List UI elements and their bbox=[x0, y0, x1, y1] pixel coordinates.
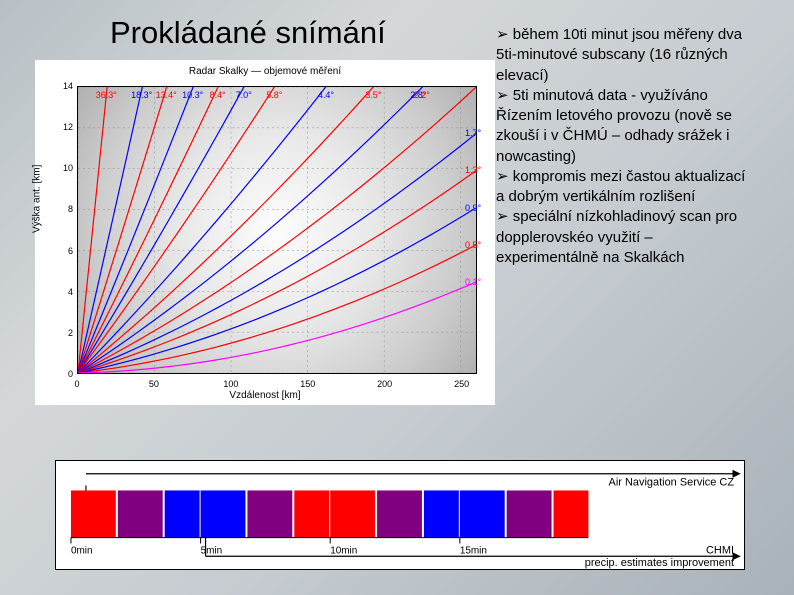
timeline-tick-label: 5min bbox=[201, 545, 223, 556]
timeline-top-label: Air Navigation Service CZ bbox=[609, 477, 735, 489]
timeline-bar bbox=[247, 490, 292, 537]
chart-ytick: 12 bbox=[59, 122, 73, 132]
chart-ytick: 0 bbox=[59, 369, 73, 379]
chart-plot-area bbox=[77, 86, 477, 374]
timeline-bar bbox=[330, 490, 375, 537]
elevation-angle-label: 8.4° bbox=[210, 90, 226, 100]
timeline-bar bbox=[377, 490, 422, 537]
timeline-bottom-label2: precip. estimates improvement bbox=[585, 557, 734, 569]
timeline-tick-label: 10min bbox=[330, 545, 357, 556]
timeline-bar bbox=[507, 490, 552, 537]
elevation-chart: Radar Skalky — objemové měření Výška ant… bbox=[35, 60, 495, 405]
timeline-tick-label: 0min bbox=[71, 545, 93, 556]
bullet-item: kompromis mezi častou aktualizací a dobr… bbox=[496, 168, 745, 205]
chart-xlabel: Vzdálenost [km] bbox=[35, 390, 495, 401]
chart-xtick: 150 bbox=[300, 379, 315, 389]
elevation-angle-label: 7.0° bbox=[236, 90, 252, 100]
chart-xtick: 250 bbox=[454, 379, 469, 389]
bullet-item: během 10ti minut jsou měřeny dva 5ti-min… bbox=[496, 26, 742, 84]
chart-xtick: 0 bbox=[74, 379, 79, 389]
elevation-angle-label: 2.2° bbox=[414, 90, 430, 100]
timeline-bar bbox=[201, 490, 246, 537]
timeline-tick-label: 15min bbox=[460, 545, 487, 556]
elevation-angle-label: 36.3° bbox=[96, 90, 117, 100]
chart-xtick: 100 bbox=[223, 379, 238, 389]
chart-ytick: 2 bbox=[59, 328, 73, 338]
bullet-item: 5ti minutová data - využíváno Řízením le… bbox=[496, 87, 732, 165]
elevation-angle-label: 4.4° bbox=[318, 90, 334, 100]
elevation-angle-label: 0.1° bbox=[465, 277, 491, 287]
chart-ytick: 6 bbox=[59, 246, 73, 256]
chart-xtick: 50 bbox=[149, 379, 159, 389]
elevation-angle-label: 0.5° bbox=[465, 240, 491, 250]
chart-ytick: 14 bbox=[59, 81, 73, 91]
timeline-bar bbox=[554, 490, 589, 537]
timeline-bar bbox=[71, 490, 116, 537]
elevation-angle-label: 1.3° bbox=[465, 165, 491, 175]
bullet-item: speciální nízkohladinový scan pro dopple… bbox=[496, 208, 737, 266]
elevation-angle-label: 0.9° bbox=[465, 203, 491, 213]
timeline-bar bbox=[460, 490, 505, 537]
chart-ytick: 4 bbox=[59, 287, 73, 297]
chart-ytick: 8 bbox=[59, 204, 73, 214]
chart-xtick: 200 bbox=[377, 379, 392, 389]
chart-ytick: 10 bbox=[59, 163, 73, 173]
timeline-bar bbox=[165, 490, 200, 537]
elevation-angle-label: 10.3° bbox=[182, 90, 203, 100]
elevation-angle-label: 13.4° bbox=[156, 90, 177, 100]
chart-title: Radar Skalky — objemové měření bbox=[35, 66, 495, 77]
timeline-bar bbox=[118, 490, 163, 537]
elevation-angle-label: 3.5° bbox=[365, 90, 381, 100]
bullet-list: během 10ti minut jsou měřeny dva 5ti-min… bbox=[496, 25, 756, 268]
elevation-angle-label: 1.7° bbox=[465, 128, 491, 138]
elevation-angle-label: 18.3° bbox=[131, 90, 152, 100]
timeline-bar bbox=[424, 490, 459, 537]
elevation-angle-label: 5.8° bbox=[266, 90, 282, 100]
page-title: Prokládané snímání bbox=[110, 15, 386, 51]
chart-ylabel: Výška ant. [km] bbox=[32, 164, 43, 232]
timeline-panel: 0min 5min 10min 15min Air Navigation Service… bbox=[55, 460, 745, 570]
timeline-bottom-label: CHMI bbox=[706, 544, 734, 556]
timeline-bar bbox=[294, 490, 329, 537]
